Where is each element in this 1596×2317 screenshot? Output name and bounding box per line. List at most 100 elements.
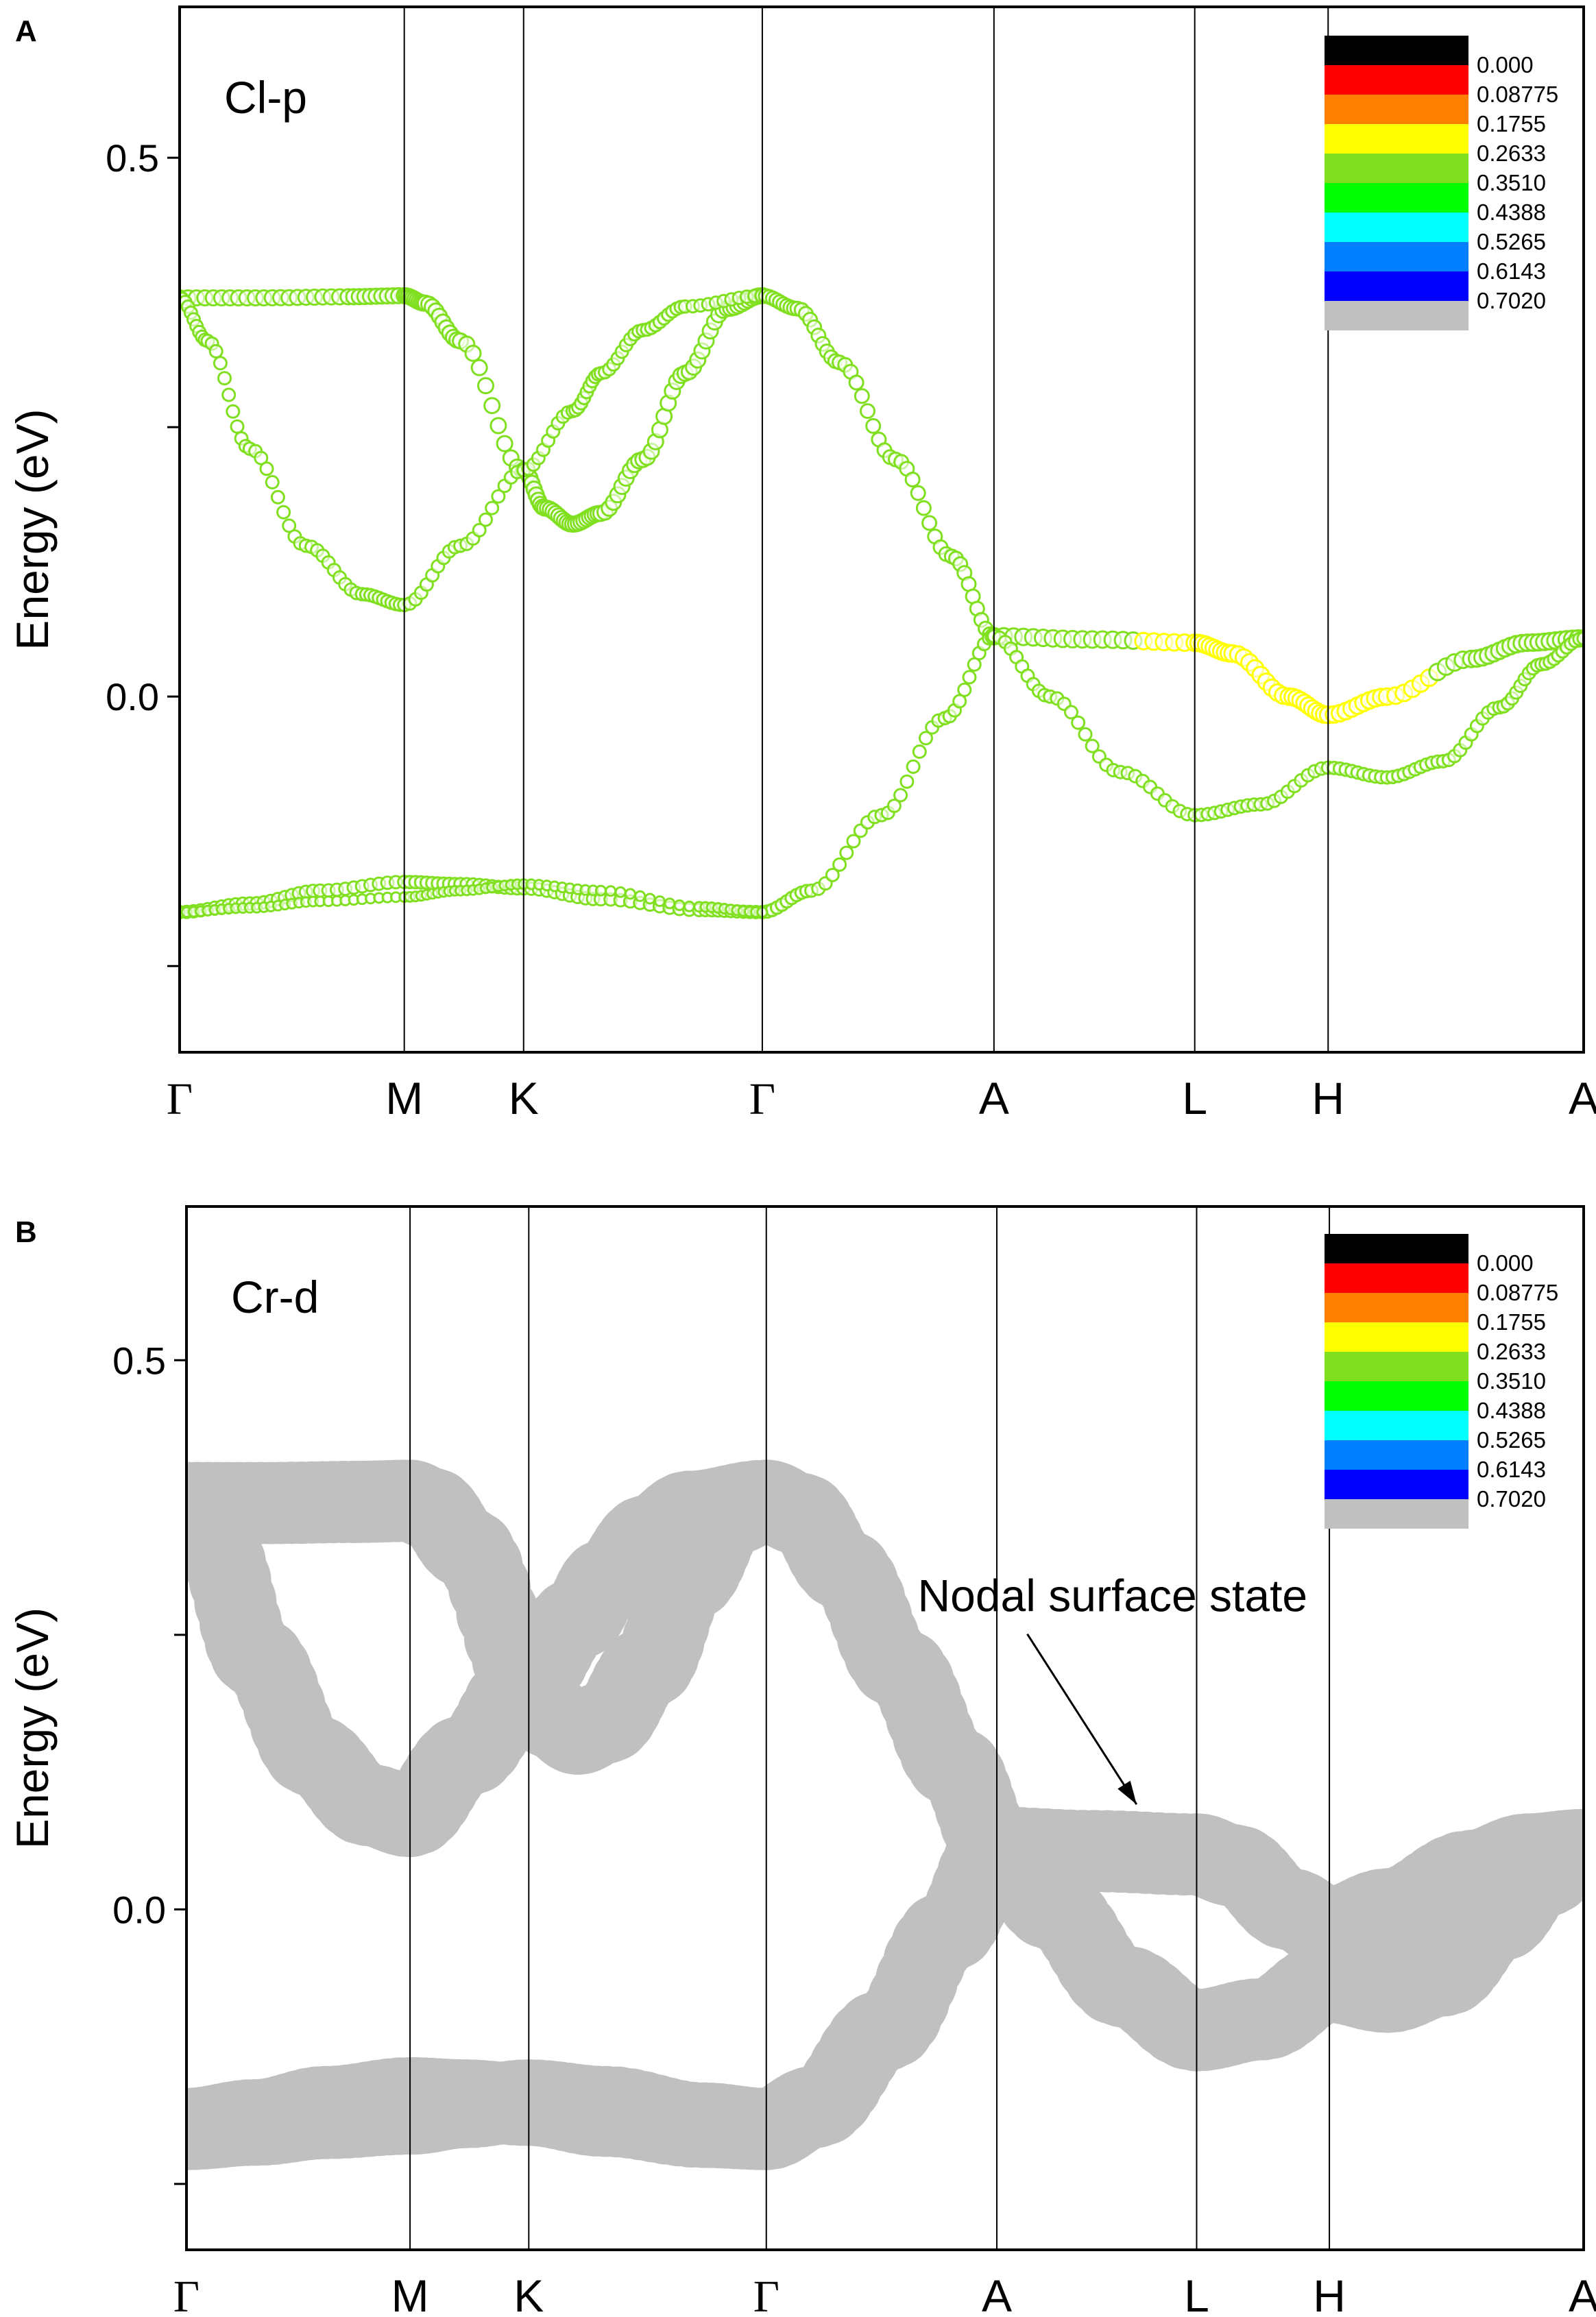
legend-swatch (1325, 1440, 1468, 1470)
kpoint-label: L (1184, 2270, 1209, 2317)
legend-label: 0.7020 (1477, 288, 1546, 313)
colour-legend: 0.000 0.08775 0.1755 0.2633 0.3510 0.4388 0.52… (1325, 1234, 1558, 1529)
legend-label: 0.6143 (1477, 258, 1546, 284)
kpoint-label: K (509, 1073, 539, 1124)
band-point (479, 512, 493, 527)
band-point (910, 485, 926, 501)
band-series-2 (180, 288, 770, 613)
kpoint-label: H (1313, 2270, 1346, 2317)
band-point (226, 404, 241, 419)
band-series-7 (956, 1806, 1584, 2072)
legend-label: 0.7020 (1477, 1486, 1546, 1512)
legend-swatch (1325, 1234, 1468, 1263)
legend-swatch (1325, 1499, 1468, 1529)
band-point (904, 472, 921, 487)
band-point (624, 888, 636, 900)
legend-label: 0.3510 (1477, 170, 1546, 195)
band-point (673, 899, 686, 911)
legend-label: 0.5265 (1477, 229, 1546, 254)
band-point (483, 397, 501, 415)
band-point (489, 417, 507, 435)
band-point (912, 744, 927, 759)
band-point (848, 374, 864, 391)
band-series-1 (180, 287, 771, 533)
band-point (477, 377, 494, 395)
band-point (683, 900, 695, 912)
kpoint-label: Γ (167, 1074, 193, 1124)
colour-legend: 0.000 0.08775 0.1755 0.2633 0.3510 0.4388 0.52… (1325, 36, 1558, 330)
legend-label: 0.000 (1477, 1250, 1534, 1276)
y-axis-label: Energy (eV) (7, 409, 58, 650)
band-point (254, 450, 269, 465)
legend-label: 0.1755 (1477, 111, 1546, 136)
legend-label: 0.4388 (1477, 199, 1546, 225)
legend-label: 0.2633 (1477, 141, 1546, 166)
legend-swatch (1325, 65, 1468, 95)
band-point (208, 343, 223, 359)
band-point (860, 403, 875, 420)
band-point (282, 518, 297, 533)
legend-swatch (1325, 36, 1468, 65)
kpoint-label: Γ (749, 1074, 775, 1124)
band-point (485, 500, 500, 515)
kpoint-label: L (1182, 1073, 1207, 1124)
band-point (957, 682, 972, 697)
band-point (839, 845, 854, 860)
y-axis-label: Energy (eV) (7, 1608, 58, 1849)
band-point (865, 417, 882, 434)
legend-label: 0.1755 (1477, 1309, 1546, 1335)
band-point (496, 435, 513, 452)
legend-swatch (1325, 124, 1468, 154)
band-data (186, 1459, 1584, 2170)
legend-swatch (1325, 154, 1468, 183)
kpoint-label: M (385, 1073, 423, 1124)
band-series-4 (180, 629, 1002, 920)
band-point (472, 522, 487, 537)
legend-swatch (1325, 1352, 1468, 1381)
band-point (664, 897, 676, 910)
band-point (634, 890, 646, 902)
band-series-7 (987, 629, 1584, 823)
band-point (899, 774, 915, 789)
band-point (1071, 715, 1086, 730)
legend-label: 0.3510 (1477, 1368, 1546, 1394)
legend-swatch (1325, 1411, 1468, 1440)
legend-label: 0.000 (1477, 52, 1534, 77)
legend-swatch (1325, 213, 1468, 242)
legend-swatch (1325, 242, 1468, 271)
legend-swatch (1325, 183, 1468, 213)
legend-label: 0.08775 (1477, 1280, 1558, 1305)
kpoint-label: Γ (753, 2272, 779, 2317)
band-point (213, 356, 228, 371)
band-point (230, 419, 245, 434)
legend-label: 0.08775 (1477, 82, 1558, 107)
annotation-arrow (1026, 1633, 1138, 1805)
band-point (259, 461, 274, 476)
plot-frame (178, 5, 1585, 1054)
band-point (832, 857, 847, 872)
legend-label: 0.2633 (1477, 1339, 1546, 1364)
band-point (1078, 727, 1093, 742)
kpoint-label: H (1311, 1073, 1344, 1124)
legend-label: 0.6143 (1477, 1457, 1546, 1482)
band-point (962, 670, 977, 685)
band-point (644, 893, 656, 905)
y-tick-label: 0.0 (106, 675, 159, 718)
band-series-5 (186, 2059, 808, 2170)
band-series-3 (754, 287, 1002, 644)
orbital-label: Cr-d (231, 1272, 319, 1322)
band-point (825, 868, 840, 882)
y-tick-label: 0.5 (106, 136, 159, 180)
band-point (921, 515, 938, 531)
band-point (846, 834, 861, 849)
legend-swatch (1325, 1322, 1468, 1352)
annotation-arrowhead (1117, 1780, 1137, 1805)
band-point (464, 344, 482, 362)
band-point (1543, 1808, 1584, 1891)
y-tick-label: 0.5 (112, 1339, 166, 1382)
annotation-text: Nodal surface state (917, 1570, 1307, 1621)
y-tick-label: 0.0 (112, 1888, 166, 1931)
kpoint-label: M (391, 2270, 429, 2317)
band-point (906, 759, 921, 774)
